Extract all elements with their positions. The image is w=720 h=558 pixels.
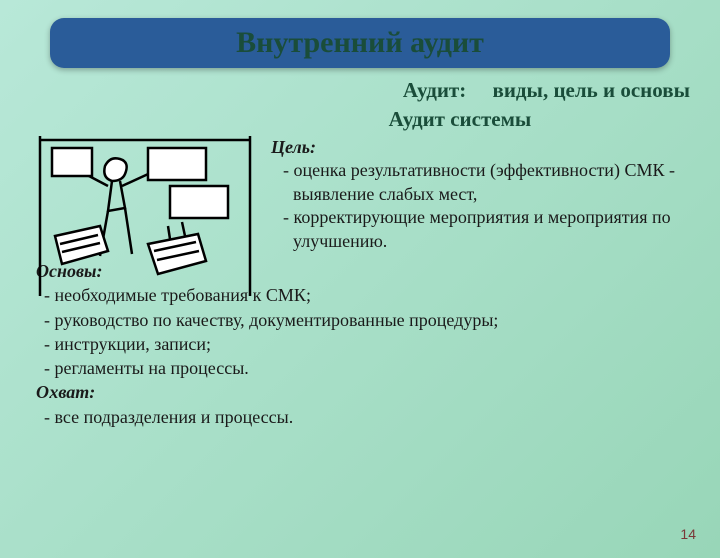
subtitle-rest: виды, цель и основы: [492, 78, 690, 102]
goal-item: - оценка результативности (эффективности…: [283, 159, 684, 206]
subtitle-row: Аудит: виды, цель и основы: [0, 78, 690, 103]
list-item: - инструкции, записи;: [44, 332, 684, 356]
board-illustration-icon: [30, 126, 260, 306]
goal-label: Цель:: [271, 136, 684, 159]
content-area: Цель: - оценка результативности (эффекти…: [0, 136, 720, 429]
subtitle-label: Аудит:: [403, 78, 466, 102]
list-item: - руководство по качеству, документирова…: [44, 308, 684, 332]
page-title: Внутренний аудит: [236, 26, 484, 59]
section-title: Аудит системы: [200, 107, 720, 132]
goal-item: - корректирующие мероприятия и мероприят…: [283, 206, 684, 253]
list-item: - все подразделения и процессы.: [44, 405, 684, 429]
title-bar: Внутренний аудит: [50, 18, 670, 68]
goal-block: Цель: - оценка результативности (эффекти…: [271, 136, 684, 253]
scope-label: Охват:: [36, 380, 684, 404]
list-item: - регламенты на процессы.: [44, 356, 684, 380]
